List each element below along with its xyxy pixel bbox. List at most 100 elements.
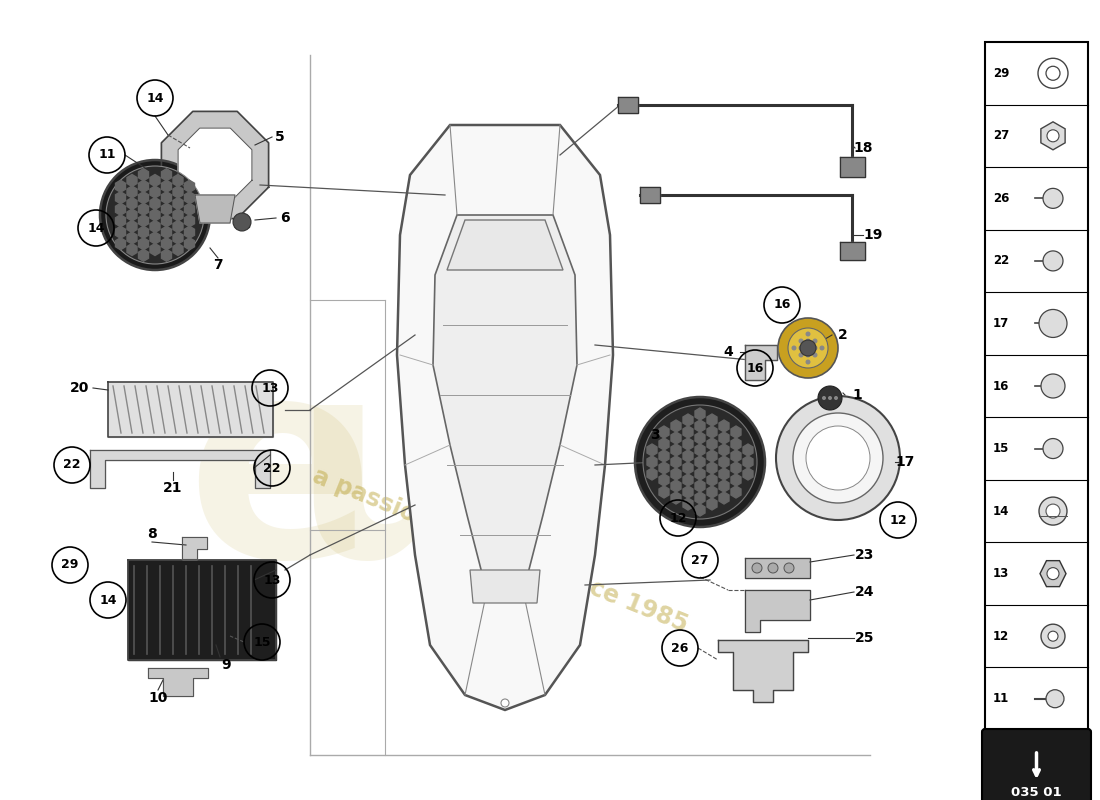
Polygon shape [162, 214, 172, 226]
Text: 26: 26 [993, 192, 1010, 205]
Polygon shape [695, 408, 705, 420]
Text: u: u [292, 345, 488, 615]
Text: 12: 12 [669, 511, 686, 525]
Text: 25: 25 [856, 631, 875, 645]
Polygon shape [732, 450, 741, 462]
Text: 16: 16 [746, 362, 763, 374]
Text: 15: 15 [993, 442, 1010, 455]
Polygon shape [659, 486, 669, 498]
Text: 17: 17 [895, 455, 915, 469]
Polygon shape [695, 480, 705, 492]
Polygon shape [683, 426, 693, 438]
Polygon shape [671, 432, 681, 444]
Polygon shape [162, 169, 172, 181]
Text: a passion for parts since 1985: a passion for parts since 1985 [309, 463, 691, 637]
Circle shape [1043, 188, 1063, 208]
Circle shape [768, 563, 778, 573]
Polygon shape [150, 186, 160, 198]
Polygon shape [671, 468, 681, 480]
Circle shape [828, 396, 832, 400]
Circle shape [813, 338, 817, 343]
Text: 29: 29 [62, 558, 79, 571]
Polygon shape [139, 250, 148, 262]
Polygon shape [195, 195, 235, 223]
Polygon shape [139, 214, 148, 226]
Polygon shape [732, 486, 741, 498]
Text: 13: 13 [993, 567, 1010, 580]
Text: 24: 24 [856, 585, 875, 599]
Polygon shape [126, 232, 138, 244]
Polygon shape [695, 420, 705, 432]
Text: 13: 13 [263, 574, 280, 586]
Circle shape [500, 699, 509, 707]
Polygon shape [719, 444, 729, 456]
Circle shape [1043, 251, 1063, 271]
Polygon shape [745, 558, 810, 578]
Text: 27: 27 [993, 130, 1010, 142]
Circle shape [799, 353, 803, 358]
Circle shape [1040, 497, 1067, 525]
Circle shape [820, 346, 825, 350]
Polygon shape [707, 486, 717, 498]
Text: 14: 14 [87, 222, 104, 234]
Circle shape [1040, 310, 1067, 338]
Text: 29: 29 [993, 66, 1010, 80]
Circle shape [799, 338, 803, 343]
Polygon shape [108, 382, 273, 437]
Circle shape [805, 331, 811, 337]
Circle shape [834, 396, 838, 400]
Polygon shape [116, 180, 125, 192]
Polygon shape [707, 414, 717, 426]
Polygon shape [719, 480, 729, 492]
Text: 8: 8 [147, 527, 157, 541]
Polygon shape [185, 226, 195, 238]
Polygon shape [618, 97, 638, 113]
Polygon shape [128, 560, 276, 660]
Polygon shape [718, 640, 808, 702]
Polygon shape [116, 226, 125, 238]
Polygon shape [683, 498, 693, 510]
Text: 14: 14 [99, 594, 117, 606]
Polygon shape [659, 462, 669, 474]
Text: 16: 16 [993, 379, 1010, 393]
Polygon shape [139, 192, 148, 204]
Text: 035 01: 035 01 [1011, 786, 1062, 798]
Polygon shape [433, 215, 578, 600]
Polygon shape [185, 238, 195, 250]
Polygon shape [139, 180, 148, 192]
Polygon shape [116, 203, 125, 215]
Polygon shape [719, 492, 729, 504]
Circle shape [778, 318, 838, 378]
Text: 1: 1 [852, 388, 862, 402]
Polygon shape [1040, 561, 1066, 586]
Polygon shape [732, 474, 741, 486]
Polygon shape [90, 450, 270, 488]
Circle shape [1041, 624, 1065, 648]
Text: 19: 19 [864, 228, 882, 242]
Polygon shape [707, 438, 717, 450]
Text: 22: 22 [993, 254, 1010, 267]
Polygon shape [178, 128, 252, 202]
Circle shape [1041, 374, 1065, 398]
Polygon shape [185, 180, 195, 192]
Polygon shape [671, 492, 681, 504]
Circle shape [644, 405, 757, 519]
Polygon shape [671, 480, 681, 492]
Circle shape [106, 166, 204, 264]
Polygon shape [162, 180, 172, 192]
Polygon shape [150, 198, 160, 210]
Text: 11: 11 [993, 692, 1010, 706]
Circle shape [805, 359, 811, 365]
Polygon shape [162, 111, 268, 218]
Polygon shape [447, 220, 563, 270]
Polygon shape [719, 468, 729, 480]
Polygon shape [683, 462, 693, 474]
Text: 20: 20 [70, 381, 90, 395]
Polygon shape [162, 250, 172, 262]
Text: 6: 6 [280, 211, 289, 225]
Polygon shape [695, 456, 705, 468]
Circle shape [1048, 631, 1058, 641]
Polygon shape [707, 498, 717, 510]
Polygon shape [659, 474, 669, 486]
Polygon shape [671, 420, 681, 432]
